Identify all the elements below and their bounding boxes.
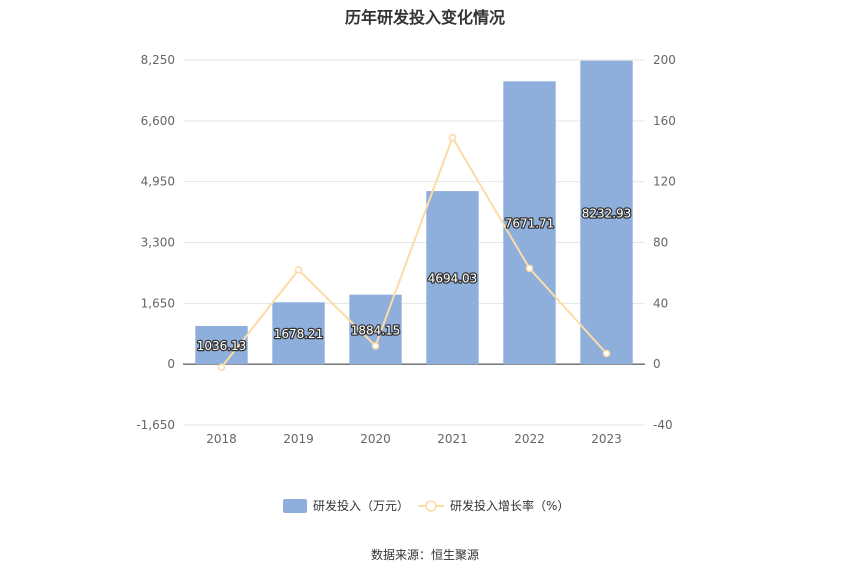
left-tick-label: 8,250	[141, 53, 175, 67]
bar-value-label: 1678.21	[274, 327, 324, 341]
bar	[426, 191, 479, 365]
bar-value-label: 1036.13	[197, 339, 247, 353]
x-tick-label: 2020	[360, 432, 391, 446]
left-tick-label: 4,950	[141, 175, 175, 189]
legend-label-bar: 研发投入（万元）	[313, 498, 409, 513]
bar-value-label: 8232.93	[582, 206, 632, 220]
x-tick-label: 2021	[437, 432, 468, 446]
bar	[503, 81, 556, 365]
growth-point	[448, 133, 457, 142]
left-tick-label: -1,650	[136, 418, 175, 432]
chart-title: 历年研发投入变化情况	[344, 8, 505, 27]
growth-point	[371, 342, 380, 350]
growth-line	[220, 135, 608, 368]
right-tick-label: 80	[653, 236, 668, 250]
x-tick-label: 2023	[591, 432, 622, 446]
source-note: 数据来源：恒生聚源	[370, 548, 479, 562]
legend-swatch-bar	[283, 499, 307, 513]
right-tick-label: 200	[653, 53, 676, 67]
right-tick-label: 0	[653, 357, 661, 371]
left-tick-label: 6,600	[141, 114, 175, 128]
growth-point	[525, 264, 534, 273]
bar	[272, 302, 325, 365]
right-tick-label: 40	[653, 296, 668, 310]
growth-point	[602, 349, 611, 358]
growth-point	[217, 363, 226, 371]
legend-label-line: 研发投入增长率（%）	[450, 498, 569, 513]
left-tick-label: 0	[167, 357, 175, 371]
chart-svg: -1,650 0 1,650 3,300 4,950 6,600 8,250 -40 0 40 80…	[136, 53, 676, 513]
bar-value-label: 7671.71	[505, 217, 555, 231]
x-tick-label: 2018	[206, 432, 237, 446]
bar	[580, 60, 633, 365]
legend-swatch-point	[425, 500, 437, 512]
x-tick-label: 2022	[514, 432, 545, 446]
right-tick-label: -40	[653, 418, 673, 432]
left-tick-label: 1,650	[141, 296, 175, 310]
left-tick-label: 3,300	[141, 236, 175, 250]
bar-value-label: 1884.15	[351, 323, 401, 337]
right-tick-label: 160	[653, 114, 676, 128]
bar-value-label: 4694.03	[428, 272, 478, 286]
x-tick-label: 2019	[283, 432, 314, 446]
growth-point	[294, 266, 303, 274]
right-tick-label: 120	[653, 175, 676, 189]
